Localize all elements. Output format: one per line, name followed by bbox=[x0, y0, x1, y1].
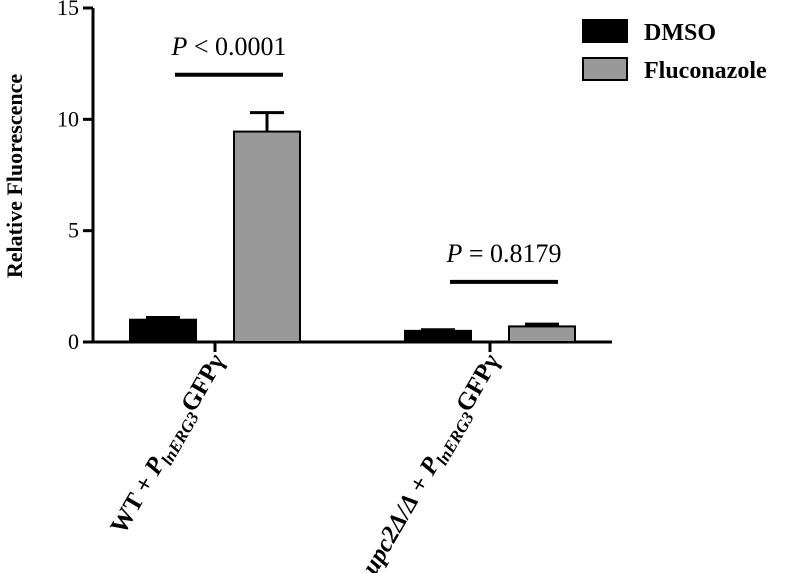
x-category-label: upc2Δ/Δ + PlnERG3GFPγ bbox=[357, 349, 509, 573]
category-suffix: GFPγ bbox=[176, 349, 230, 416]
axes: 0 5 10 15 bbox=[57, 0, 612, 354]
legend-swatch-fluconazole bbox=[582, 57, 628, 81]
y-tick-label: 10 bbox=[57, 106, 79, 131]
legend: DMSO Fluconazole bbox=[582, 19, 767, 84]
category-subscript: lnERG3 bbox=[433, 408, 479, 468]
legend-label-fluconazole: Fluconazole bbox=[644, 58, 767, 84]
p-value-label: P = 0.8179 bbox=[445, 239, 561, 268]
category-prefix: WT + P bbox=[106, 452, 171, 538]
category-prefix: upc2Δ/Δ + P bbox=[357, 452, 446, 573]
bar-fluconazole-1 bbox=[508, 325, 576, 343]
p-symbol: P bbox=[445, 239, 462, 268]
bar-fluconazole-0 bbox=[233, 130, 301, 343]
category-suffix: GFPγ bbox=[451, 349, 505, 416]
x-category-label: WT + PlnERG3GFPγ bbox=[106, 349, 234, 540]
bar-dmso-0 bbox=[129, 318, 197, 344]
y-tick-label: 5 bbox=[68, 218, 79, 243]
y-tick-label: 0 bbox=[68, 329, 79, 354]
p-symbol: P bbox=[170, 32, 187, 61]
legend-swatch-dmso bbox=[582, 19, 628, 43]
bars bbox=[129, 111, 576, 344]
bar-dmso-1 bbox=[404, 329, 472, 344]
category-subscript: lnERG3 bbox=[158, 408, 204, 468]
gene-name: upc2Δ/Δ bbox=[357, 489, 425, 573]
strain-name: WT + bbox=[106, 466, 163, 538]
legend-label-dmso: DMSO bbox=[644, 20, 716, 46]
y-tick-label: 15 bbox=[57, 0, 79, 20]
p-value-text: = 0.8179 bbox=[462, 239, 561, 268]
p-value-text: < 0.0001 bbox=[187, 32, 286, 61]
y-axis-label: Relative Fluorescence bbox=[2, 74, 27, 278]
p-value-label: P < 0.0001 bbox=[170, 32, 286, 61]
